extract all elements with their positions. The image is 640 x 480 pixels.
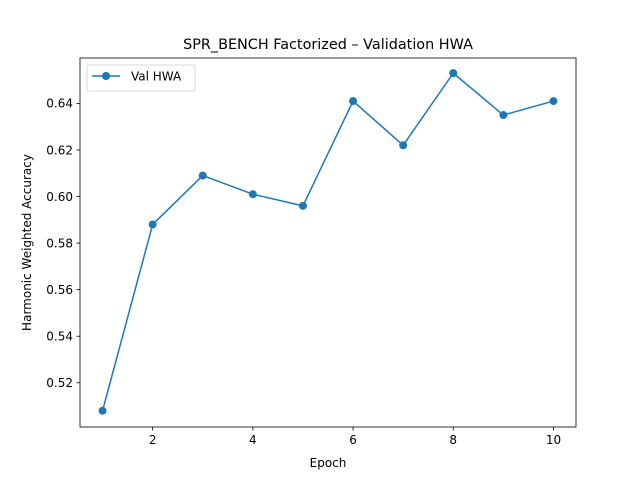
legend: Val HWA: [86, 64, 196, 92]
axes-frame: [79, 57, 577, 428]
x-axis-label: Epoch: [310, 456, 347, 470]
x-tick-label: 6: [349, 433, 357, 447]
data-point: [399, 141, 408, 150]
data-point: [198, 171, 207, 180]
y-tick-label: 0.64: [46, 97, 73, 111]
axis-ticks: 2 4 6 8 10 0.52 0.54 0.56 0.58 0.60 0.62 0.64: [46, 97, 561, 447]
data-point: [499, 111, 508, 120]
data-point: [449, 69, 458, 78]
y-axis-label: Harmonic Weighted Accuracy: [20, 154, 34, 331]
y-tick-label: 0.52: [46, 376, 73, 390]
legend-label: Val HWA: [131, 70, 182, 84]
x-tick-label: 8: [449, 433, 457, 447]
data-point: [349, 97, 358, 106]
x-tick-label: 4: [249, 433, 257, 447]
data-point: [298, 201, 307, 210]
y-tick-label: 0.62: [46, 143, 73, 157]
y-tick-label: 0.60: [46, 190, 73, 204]
data-point: [248, 190, 257, 199]
series-line: [101, 72, 554, 411]
legend-box: [86, 64, 196, 92]
data-point: [549, 97, 558, 106]
data-point: [148, 220, 157, 229]
y-tick-label: 0.54: [46, 330, 73, 344]
chart-title: SPR_BENCH Factorized – Validation HWA: [183, 37, 473, 53]
y-tick-label: 0.56: [46, 283, 73, 297]
x-tick-label: 2: [149, 433, 157, 447]
y-tick-label: 0.58: [46, 236, 73, 250]
legend-marker-swatch: [102, 72, 110, 80]
data-point: [98, 406, 107, 415]
plot-area: [98, 69, 558, 415]
x-tick-label: 10: [546, 433, 561, 447]
